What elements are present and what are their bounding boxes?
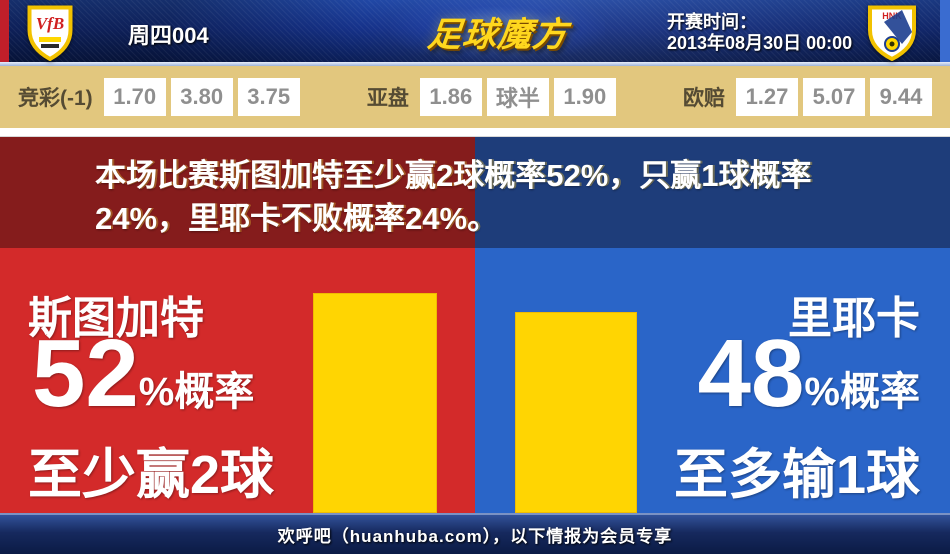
site-footer: 欢呼吧（huanhuba.com），以下情报为会员专享: [0, 513, 950, 554]
prediction-text: 本场比赛斯图加特至少赢2球概率52%，只赢1球概率 24%，里耶卡不败概率24%…: [95, 154, 812, 240]
odds-group-oupei: 欧赔 1.27 5.07 9.44: [683, 78, 932, 116]
kickoff-datetime: 2013年08月30日 00:00: [667, 33, 853, 53]
oupei-away-odds: 9.44: [869, 78, 932, 116]
away-percent-row: 48 %概率: [697, 320, 920, 427]
brand-logo: 足球魔方: [390, 0, 605, 62]
away-probability-bar: [515, 312, 637, 513]
odds-bar: 竞彩(-1) 1.70 3.80 3.75 亚盘 1.86 球半 1.90 欧赔…: [0, 66, 950, 128]
away-percent-suffix: %概率: [804, 370, 920, 414]
jingcai-draw-odds: 3.80: [170, 78, 233, 116]
footer-text: 欢呼吧（huanhuba.com），以下情报为会员专享: [277, 527, 673, 546]
prediction-line1: 本场比赛斯图加特至少赢2球概率52%，只赢1球概率: [95, 158, 812, 193]
svg-text:HNK: HNK: [882, 11, 902, 21]
home-team-crest-icon: VfB: [26, 4, 74, 66]
yapan-handicap: 球半: [486, 78, 549, 116]
away-team-name: 里耶卡: [788, 294, 920, 343]
odds-group-yapan: 亚盘 1.86 球半 1.90: [367, 78, 616, 116]
top-bar: VfB 周四004 足球魔方 开赛时间： 2013年08月30日 00:00 H…: [0, 0, 950, 62]
svg-text:VfB: VfB: [36, 14, 64, 33]
yapan-away-odds: 1.90: [553, 78, 616, 116]
home-percent-row: 52 %概率: [32, 320, 255, 427]
match-code: 周四004: [128, 23, 209, 48]
odds-banner-separator: [0, 128, 950, 137]
oupei-label: 欧赔: [682, 87, 725, 110]
oupei-home-odds: 1.27: [735, 78, 798, 116]
left-edge-strip: [0, 0, 9, 62]
prediction-banner: 本场比赛斯图加特至少赢2球概率52%，只赢1球概率 24%，里耶卡不败概率24%…: [0, 137, 950, 248]
away-team-crest-icon: HNK: [866, 4, 918, 66]
yapan-home-odds: 1.86: [419, 78, 482, 116]
away-team-panel: 里耶卡 48 %概率 至多输1球: [475, 248, 950, 513]
jingcai-home-odds: 1.70: [103, 78, 166, 116]
right-edge-strip: [940, 0, 950, 62]
home-outcome: 至少赢2球: [28, 445, 275, 505]
jingcai-away-odds: 3.75: [237, 78, 300, 116]
home-percent-value: 52: [32, 320, 139, 427]
kickoff-label: 开赛时间：: [667, 12, 757, 32]
away-outcome: 至多输1球: [673, 445, 920, 505]
brand-logo-text: 足球魔方: [425, 15, 570, 54]
jingcai-label: 竞彩(-1): [18, 87, 93, 110]
oupei-draw-odds: 5.07: [802, 78, 865, 116]
home-team-panel: 斯图加特 52 %概率 至少赢2球: [0, 248, 475, 513]
topbar-divider: [0, 62, 950, 66]
yapan-label: 亚盘: [366, 87, 409, 110]
probability-panels: 斯图加特 52 %概率 至少赢2球 里耶卡 48 %概率 至多输1球: [0, 248, 950, 513]
odds-group-jingcai: 竞彩(-1) 1.70 3.80 3.75: [18, 78, 300, 116]
home-team-name: 斯图加特: [28, 294, 204, 343]
kickoff-time: 开赛时间： 2013年08月30日 00:00: [667, 12, 852, 54]
home-percent-suffix: %概率: [138, 370, 255, 414]
home-probability-bar: [313, 293, 437, 513]
away-percent-value: 48: [697, 320, 805, 427]
prediction-line2: 24%，里耶卡不败概率24%。: [95, 201, 499, 236]
